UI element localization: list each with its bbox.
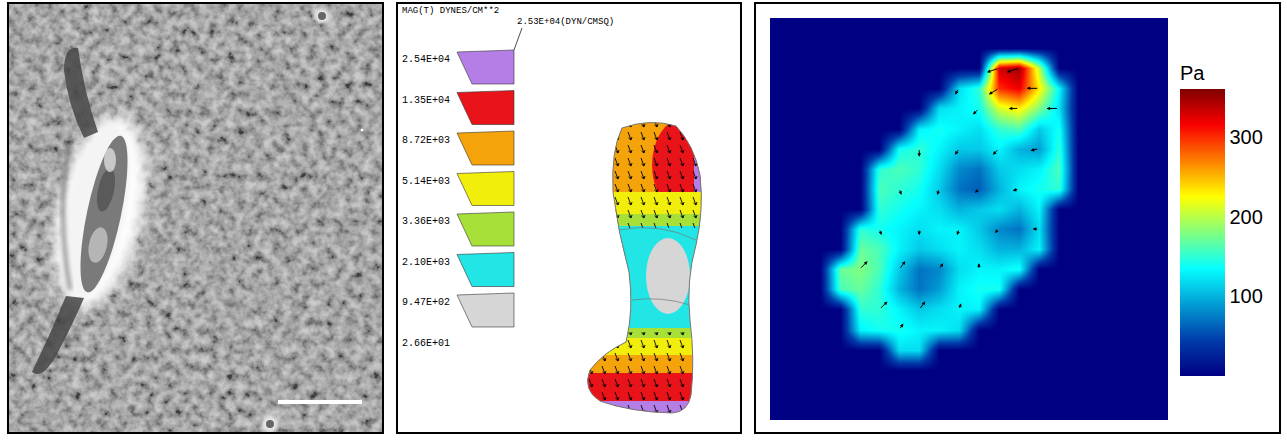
svg-text:8.72E+03: 8.72E+03 — [402, 135, 450, 146]
svg-text:2.66E+01: 2.66E+01 — [402, 338, 450, 349]
svg-text:200: 200 — [1230, 206, 1263, 228]
svg-text:2.54E+04: 2.54E+04 — [402, 54, 450, 65]
svg-text:MAG(T) DYNES/CM**2: MAG(T) DYNES/CM**2 — [402, 6, 499, 16]
svg-text:5.14E+03: 5.14E+03 — [402, 176, 450, 187]
svg-text:300: 300 — [1230, 126, 1263, 148]
svg-text:1.35E+04: 1.35E+04 — [402, 95, 450, 106]
svg-text:3.36E+03: 3.36E+03 — [402, 216, 450, 227]
svg-text:2.10E+03: 2.10E+03 — [402, 257, 450, 268]
svg-text:100: 100 — [1230, 285, 1263, 307]
svg-text:Pa: Pa — [1180, 62, 1205, 84]
svg-text:2.53E+04(DYN/CMSQ): 2.53E+04(DYN/CMSQ) — [517, 17, 614, 27]
svg-text:9.47E+02: 9.47E+02 — [402, 297, 450, 308]
